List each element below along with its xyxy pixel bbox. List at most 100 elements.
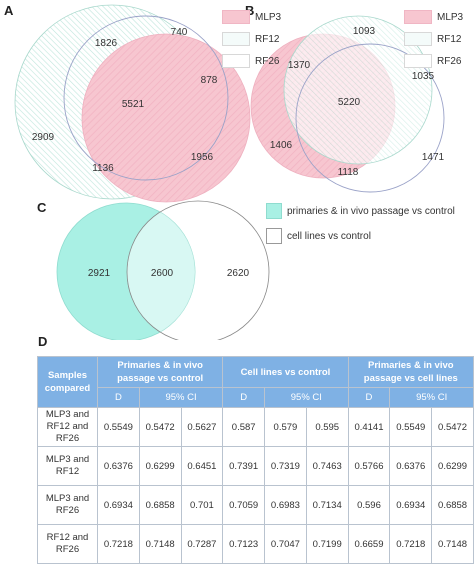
venn-a-mlp3-circle <box>81 33 251 203</box>
venn-b-only-mlp3: 1406 <box>270 140 293 151</box>
venn-a-all: 5521 <box>122 99 145 110</box>
table-cell: 0.6858 <box>138 485 182 525</box>
legend-c-swatch-cell-lines <box>266 228 282 244</box>
table-cell: 0.6659 <box>347 524 391 564</box>
table-cell: 0.6451 <box>180 446 224 486</box>
table-row: MLP3 and RF12 0.6376 0.6299 0.6451 0.739… <box>37 446 474 486</box>
table-row: RF12 and RF26 0.7218 0.7148 0.7287 0.712… <box>37 524 474 564</box>
table-row: MLP3 and RF26 0.6934 0.6858 0.701 0.7059… <box>37 485 474 525</box>
venn-c: 2921 2600 2620 <box>56 200 270 340</box>
venn-b-all: 5220 <box>338 97 361 108</box>
subheader-d-2: D <box>222 387 266 408</box>
legend-b-item-rf26: RF26 <box>404 50 463 72</box>
legend-a: MLP3 RF12 RF26 <box>222 6 281 72</box>
table-cell: 0.7134 <box>305 485 349 525</box>
legend-a-label-mlp3: MLP3 <box>255 11 282 23</box>
table-cell: 0.7391 <box>222 446 266 486</box>
table-cell: 0.7218 <box>97 524 140 564</box>
table-row: MLP3 and RF12 and RF26 0.5549 0.5472 0.5… <box>37 407 474 447</box>
venn-a-only-rf26: 740 <box>171 27 188 38</box>
table-cell: 0.6858 <box>431 485 474 525</box>
venn-b-only-rf12: 1093 <box>353 26 376 37</box>
venn-a-mlp3-rf26: 878 <box>201 75 218 86</box>
venn-b-rf26-circle <box>295 43 445 193</box>
legend-c-label-cell-lines: cell lines vs control <box>287 230 371 242</box>
table-cell: 0.7148 <box>138 524 182 564</box>
venn-a-rf26-circle <box>63 15 229 181</box>
table-cell: 0.701 <box>180 485 224 525</box>
venn-c-right: 2620 <box>227 268 250 279</box>
table-cell: 0.7148 <box>431 524 474 564</box>
panel-label-c: C <box>37 200 47 215</box>
legend-a-swatch-rf26 <box>222 54 250 68</box>
legend-b-swatch-rf26 <box>404 54 432 68</box>
legend-a-label-rf26: RF26 <box>255 55 280 67</box>
venn-c-center: 2600 <box>151 268 174 279</box>
table-cell: 0.7319 <box>264 446 307 486</box>
table-cell: 0.6299 <box>431 446 474 486</box>
table-group-header-3: Primaries & in vivo passage vs cell line… <box>347 356 474 388</box>
legend-a-item-mlp3: MLP3 <box>222 6 281 28</box>
row-label: MLP3 and RF26 <box>37 485 98 525</box>
table-cell: 0.6934 <box>97 485 140 525</box>
table-cell: 0.4141 <box>347 407 391 447</box>
table-cell: 0.595 <box>305 407 349 447</box>
legend-a-item-rf26: RF26 <box>222 50 281 72</box>
table-cell: 0.6376 <box>97 446 140 486</box>
venn-a-only-mlp3: 1956 <box>191 152 214 163</box>
table-cell: 0.7199 <box>305 524 349 564</box>
table-cell: 0.6376 <box>389 446 433 486</box>
venn-diagrams: 1826 740 5521 878 2909 1136 1956 1093 13… <box>14 4 445 340</box>
table-cell: 0.7463 <box>305 446 349 486</box>
subheader-d-1: D <box>97 387 140 408</box>
venn-a-mlp3-rf12: 1136 <box>92 163 114 174</box>
legend-a-swatch-rf12 <box>222 32 250 46</box>
table-cell: 0.5549 <box>97 407 140 447</box>
panel-label-a: A <box>4 3 14 18</box>
legend-b-label-rf12: RF12 <box>437 33 462 45</box>
venn-a: 1826 740 5521 878 2909 1136 1956 <box>14 4 251 203</box>
table-cell: 0.596 <box>347 485 391 525</box>
venn-b-only-rf26: 1471 <box>422 152 445 163</box>
table-cell: 0.5472 <box>138 407 182 447</box>
venn-c-overlap <box>127 203 195 340</box>
table-cell: 0.6983 <box>264 485 307 525</box>
legend-a-label-rf12: RF12 <box>255 33 280 45</box>
venn-a-only-left: 2909 <box>32 132 55 143</box>
legend-b: MLP3 RF12 RF26 <box>404 6 463 72</box>
venn-c-left: 2921 <box>88 268 111 279</box>
table-corner-header: Samples compared <box>37 356 98 408</box>
legend-c-item-cell-lines: cell lines vs control <box>266 225 455 247</box>
table-cell: 0.7218 <box>389 524 433 564</box>
venn-b-rf12-circle <box>283 15 433 165</box>
table-cell: 0.7059 <box>222 485 266 525</box>
subheader-ci-1: 95% CI <box>138 387 224 408</box>
subheader-ci-3: 95% CI <box>389 387 474 408</box>
table-cell: 0.7047 <box>264 524 307 564</box>
row-label: RF12 and RF26 <box>37 524 98 564</box>
table-cell: 0.579 <box>264 407 307 447</box>
table-group-header-1: Primaries & in vivo passage vs control <box>96 356 224 388</box>
legend-b-label-mlp3: MLP3 <box>437 11 464 23</box>
subheader-d-3: D <box>347 387 391 408</box>
venn-b: 1093 1370 1035 5220 1406 1471 1118 <box>250 15 445 193</box>
legend-c-label-primaries: primaries & in vivo passage vs control <box>287 205 455 217</box>
legend-a-item-rf12: RF12 <box>222 28 281 50</box>
subheader-ci-2: 95% CI <box>264 387 349 408</box>
venn-c-cell-lines-circle <box>126 200 270 340</box>
panel-label-d: D <box>38 334 48 349</box>
comparison-table: Samples compared Primaries & in vivo pas… <box>37 356 474 564</box>
legend-a-swatch-mlp3 <box>222 10 250 24</box>
table-group-header-2: Cell lines vs control <box>222 356 349 388</box>
legend-b-swatch-mlp3 <box>404 10 432 24</box>
legend-b-item-mlp3: MLP3 <box>404 6 463 28</box>
legend-c: primaries & in vivo passage vs control c… <box>266 200 455 247</box>
table-header-row: Samples compared Primaries & in vivo pas… <box>37 356 474 408</box>
legend-b-label-rf26: RF26 <box>437 55 462 67</box>
venn-b-rf12-mlp3: 1370 <box>288 60 311 71</box>
table-cell: 0.5766 <box>347 446 391 486</box>
legend-b-item-rf12: RF12 <box>404 28 463 50</box>
table-cell: 0.7123 <box>222 524 266 564</box>
venn-b-mlp3-rf26: 1118 <box>338 167 359 178</box>
venn-b-rf12-rf26: 1035 <box>412 71 435 82</box>
